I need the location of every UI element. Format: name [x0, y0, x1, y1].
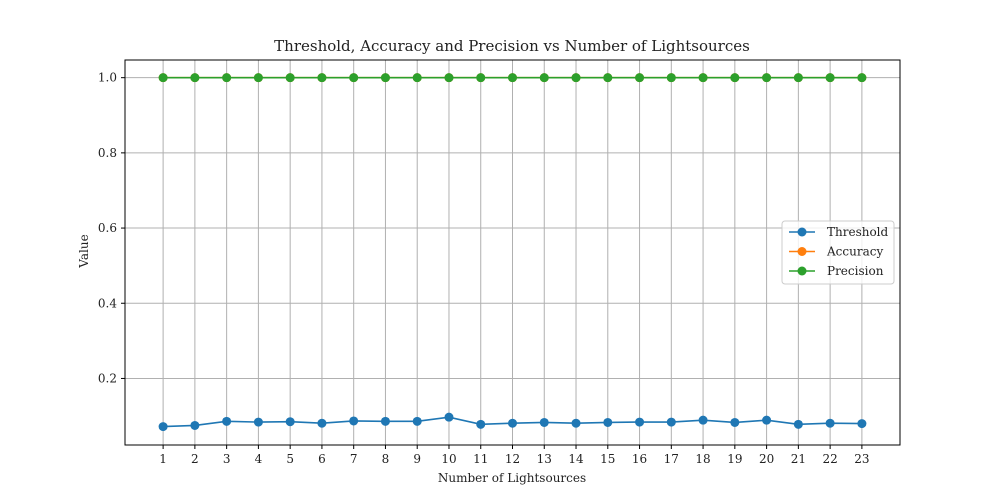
x-tick-label: 20	[759, 452, 774, 466]
data-point-precision	[857, 73, 867, 83]
data-point-threshold	[412, 416, 422, 426]
y-tick-label: 0.8	[98, 146, 117, 160]
data-point-threshold	[285, 417, 295, 427]
legend-box	[781, 220, 895, 285]
data-point-threshold	[190, 420, 200, 430]
data-point-threshold	[476, 419, 486, 429]
data-point-threshold	[253, 417, 263, 427]
x-tick-label: 13	[537, 452, 552, 466]
legend-label-threshold: Threshold	[827, 225, 889, 239]
x-tick-label: 8	[382, 452, 390, 466]
data-point-precision	[666, 73, 676, 83]
x-tick-label: 18	[695, 452, 710, 466]
x-tick-label: 7	[350, 452, 358, 466]
x-tick-label: 5	[286, 452, 294, 466]
x-tick-label: 15	[600, 452, 615, 466]
data-point-precision	[380, 73, 390, 83]
data-point-threshold	[317, 418, 327, 428]
x-tick-label: 10	[441, 452, 456, 466]
x-tick-label: 4	[255, 452, 263, 466]
data-point-threshold	[666, 417, 676, 427]
data-point-precision	[476, 73, 486, 83]
data-point-threshold	[222, 416, 232, 426]
x-tick-label: 12	[505, 452, 520, 466]
data-point-precision	[508, 73, 517, 83]
x-tick-label: 1	[159, 452, 167, 466]
x-tick-label: 17	[664, 452, 679, 466]
data-point-threshold	[349, 416, 359, 426]
data-point-threshold	[444, 412, 454, 422]
data-point-threshold	[603, 417, 613, 427]
x-tick-label: 19	[727, 452, 742, 466]
x-tick-label: 2	[191, 452, 199, 466]
y-tick-label: 0.6	[98, 221, 117, 235]
data-point-precision	[571, 73, 581, 83]
data-point-precision	[793, 73, 803, 83]
x-tick-label: 23	[854, 452, 869, 466]
data-point-precision	[603, 73, 613, 83]
data-point-precision	[730, 73, 740, 83]
legend: Threshold Accuracy Precision	[781, 220, 895, 285]
data-point-precision	[222, 73, 232, 83]
x-tick-label: 3	[223, 452, 231, 466]
series-threshold	[158, 412, 867, 432]
data-point-precision	[762, 73, 772, 83]
x-tick-label: 9	[413, 452, 421, 466]
data-point-threshold	[698, 415, 708, 425]
y-axis-ticks: 0.2 0.4 0.6 0.8 1.0	[98, 71, 125, 385]
x-tick-label: 16	[632, 452, 647, 466]
data-point-threshold	[380, 416, 390, 426]
data-series	[158, 73, 867, 432]
legend-label-accuracy: Accuracy	[826, 245, 883, 259]
series-precision	[158, 73, 867, 83]
data-point-precision	[285, 73, 295, 83]
data-point-precision	[539, 73, 549, 83]
data-point-threshold	[635, 417, 645, 427]
y-tick-label: 1.0	[98, 71, 117, 85]
data-point-threshold	[762, 415, 772, 425]
data-point-threshold	[539, 417, 549, 427]
data-point-precision	[190, 73, 200, 83]
chart-title: Threshold, Accuracy and Precision vs Num…	[274, 37, 750, 55]
y-tick-label: 0.2	[98, 371, 117, 385]
data-point-threshold	[857, 419, 867, 429]
data-point-precision	[825, 73, 835, 83]
x-tick-label: 6	[318, 452, 326, 466]
data-point-precision	[253, 73, 263, 83]
x-axis-label: Number of Lightsources	[438, 471, 586, 485]
legend-items: Threshold Accuracy Precision	[789, 225, 889, 278]
x-tick-label: 14	[568, 452, 584, 466]
data-point-precision	[698, 73, 708, 83]
x-tick-label: 21	[791, 452, 806, 466]
data-point-precision	[349, 73, 359, 83]
data-point-precision	[444, 73, 454, 83]
legend-marker-precision	[797, 266, 807, 276]
legend-marker-threshold	[797, 227, 807, 237]
data-point-threshold	[825, 418, 835, 428]
x-tick-label: 11	[473, 452, 488, 466]
data-point-precision	[317, 73, 327, 83]
y-axis-label: Value	[77, 234, 91, 268]
legend-marker-accuracy	[797, 247, 807, 256]
data-point-threshold	[571, 418, 581, 428]
x-axis-ticks: 1 2 3 4 5 6 7 8 9 10 11 12 13 14 15 16 17 18 19 20 21 22 23	[159, 445, 870, 466]
data-point-threshold	[793, 419, 803, 429]
legend-label-precision: Precision	[827, 264, 884, 278]
data-point-threshold	[158, 422, 168, 432]
y-tick-label: 0.4	[98, 296, 117, 310]
data-point-threshold	[730, 417, 740, 427]
x-tick-label: 22	[822, 452, 837, 466]
data-point-precision	[412, 73, 422, 83]
data-point-precision	[635, 73, 645, 83]
data-point-precision	[158, 73, 168, 83]
data-point-threshold	[508, 418, 517, 428]
